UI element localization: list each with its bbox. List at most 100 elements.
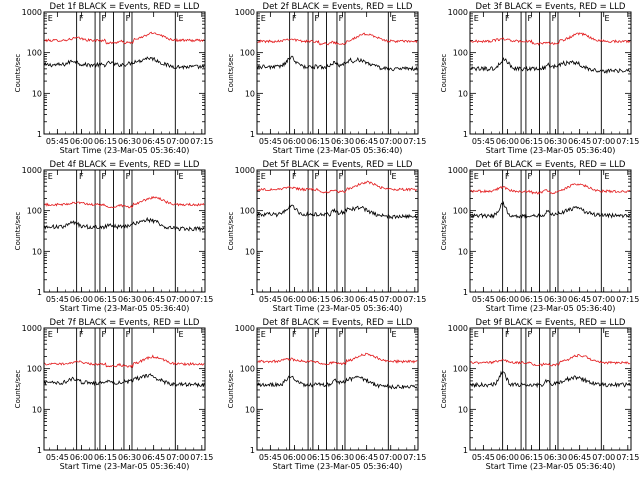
- x-tick-label: 07:00: [166, 295, 189, 304]
- y-axis-label: Counts/sec: [440, 212, 448, 251]
- plot-frame: [256, 327, 419, 451]
- x-tick-label: 07:00: [592, 295, 615, 304]
- flag-label: F: [528, 172, 533, 181]
- flag-label: F: [102, 172, 107, 181]
- x-tick-label: 06:30: [331, 453, 354, 462]
- y-tick-label: 10: [245, 247, 255, 256]
- y-tick-label: 100: [27, 207, 42, 216]
- x-tick-label: 07:15: [403, 453, 426, 462]
- plot-frame: [43, 169, 206, 293]
- x-tick-label: 05:45: [259, 453, 282, 462]
- x-tick-label: 06:00: [496, 453, 519, 462]
- x-tick-label: 06:45: [568, 453, 591, 462]
- events-series-line: [257, 204, 418, 220]
- y-tick-label: 100: [453, 49, 468, 58]
- events-series-line: [44, 56, 205, 70]
- x-tick-label: 06:45: [568, 295, 591, 304]
- x-tick-label: 07:15: [190, 137, 213, 146]
- x-tick-label: 06:45: [355, 295, 378, 304]
- x-axis-label: Start Time (23-Mar-05 05:36:40): [486, 462, 616, 471]
- flag-label: F: [79, 330, 84, 339]
- panel-title: Det 5f BLACK = Events, RED = LLD: [263, 160, 413, 170]
- x-tick-label: 06:00: [70, 137, 93, 146]
- y-tick-label: 1: [463, 446, 468, 455]
- flag-label: E: [179, 14, 184, 23]
- events-series-line: [257, 375, 418, 390]
- flag-label: E: [474, 330, 479, 339]
- x-axis-label: Start Time (23-Mar-05 05:36:40): [273, 462, 403, 471]
- x-tick-label: 06:30: [544, 453, 567, 462]
- y-tick-label: 1: [250, 130, 255, 139]
- x-tick-label: 06:15: [94, 137, 117, 146]
- x-tick-label: 06:30: [331, 295, 354, 304]
- y-tick-label: 1000: [235, 324, 255, 333]
- lld-series-line: [470, 32, 631, 46]
- detector-panel-8: Det 8f BLACK = Events, RED = LLD 1 10 100 10…: [227, 318, 426, 471]
- flag-label: F: [292, 172, 297, 181]
- lld-series-line: [44, 354, 205, 369]
- y-tick-label: 1000: [22, 324, 42, 333]
- x-tick-label: 07:15: [616, 453, 639, 462]
- events-series-line: [44, 216, 205, 233]
- x-tick-label: 06:15: [94, 453, 117, 462]
- y-tick-label: 100: [27, 365, 42, 374]
- y-tick-label: 10: [32, 89, 42, 98]
- flag-label: F: [528, 330, 533, 339]
- plot-frame: [43, 327, 206, 451]
- y-tick-label: 10: [458, 247, 468, 256]
- flag-label: F: [79, 14, 84, 23]
- x-axis-label: Start Time (23-Mar-05 05:36:40): [60, 304, 190, 313]
- x-tick-label: 06:00: [283, 137, 306, 146]
- lld-series-line: [257, 32, 418, 46]
- y-tick-label: 1: [37, 130, 42, 139]
- events-series-line: [257, 55, 418, 72]
- panel-title: Det 8f BLACK = Events, RED = LLD: [263, 318, 413, 328]
- x-tick-label: 06:00: [70, 453, 93, 462]
- y-tick-label: 100: [453, 365, 468, 374]
- x-tick-label: 06:00: [496, 295, 519, 304]
- detector-panel-1: Det 1f BLACK = Events, RED = LLD 1 10 100 10…: [14, 2, 213, 155]
- lld-series-line: [470, 353, 631, 367]
- flag-label: F: [102, 14, 107, 23]
- y-axis-label: Counts/sec: [440, 54, 448, 93]
- plot-frame: [469, 11, 632, 135]
- panel-title: Det 2f BLACK = Events, RED = LLD: [263, 2, 413, 12]
- flag-label: E: [179, 172, 184, 181]
- x-tick-label: 06:15: [94, 295, 117, 304]
- x-tick-label: 07:00: [166, 137, 189, 146]
- lld-series-line: [257, 352, 418, 366]
- x-tick-label: 07:00: [592, 453, 615, 462]
- events-series-line: [44, 373, 205, 388]
- y-tick-label: 1000: [22, 8, 42, 17]
- y-tick-label: 10: [32, 247, 42, 256]
- x-tick-label: 06:30: [544, 295, 567, 304]
- panel-title: Det 9f BLACK = Events, RED = LLD: [476, 318, 626, 328]
- x-axis-label: Start Time (23-Mar-05 05:36:40): [273, 304, 403, 313]
- x-tick-label: 06:45: [142, 137, 165, 146]
- flag-label: F: [552, 14, 557, 23]
- y-tick-label: 10: [245, 405, 255, 414]
- x-tick-label: 06:45: [568, 137, 591, 146]
- x-tick-label: 06:15: [520, 137, 543, 146]
- flag-label: E: [474, 14, 479, 23]
- y-axis-label: Counts/sec: [14, 370, 22, 409]
- x-tick-label: 06:15: [520, 295, 543, 304]
- y-tick-label: 1: [250, 446, 255, 455]
- y-tick-label: 1: [37, 288, 42, 297]
- x-tick-label: 06:45: [355, 137, 378, 146]
- events-series-line: [470, 57, 631, 75]
- flag-label: E: [605, 172, 610, 181]
- x-tick-label: 06:15: [307, 295, 330, 304]
- flag-label: F: [102, 330, 107, 339]
- y-axis-label: Counts/sec: [227, 370, 235, 409]
- panel-title: Det 1f BLACK = Events, RED = LLD: [50, 2, 200, 12]
- y-tick-label: 1: [37, 446, 42, 455]
- lld-series-line: [44, 195, 205, 209]
- flag-label: E: [392, 330, 397, 339]
- flag-label: E: [605, 14, 610, 23]
- flag-label: E: [179, 330, 184, 339]
- flag-label: F: [339, 172, 344, 181]
- x-tick-label: 05:45: [259, 295, 282, 304]
- x-tick-label: 06:15: [307, 453, 330, 462]
